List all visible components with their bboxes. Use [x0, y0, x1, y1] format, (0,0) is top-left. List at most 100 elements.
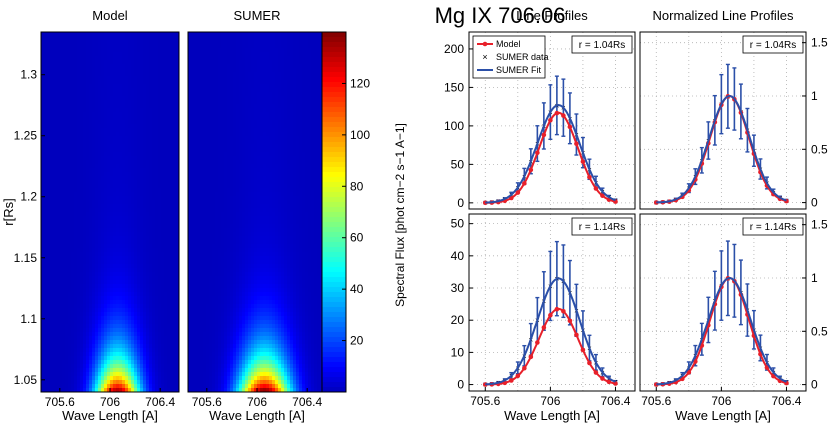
- heatmap-cell: [92, 140, 96, 145]
- heatmap-cell: [71, 48, 75, 53]
- heatmap-cell: [59, 216, 63, 221]
- heatmap-cell: [176, 264, 180, 269]
- heatmap-cell: [230, 96, 234, 101]
- heatmap-cell: [77, 44, 81, 49]
- heatmap-cell: [128, 292, 132, 297]
- heatmap-cell: [116, 208, 120, 213]
- heatmap-cell: [215, 64, 219, 69]
- heatmap-cell: [155, 64, 159, 69]
- heatmap-cell: [200, 88, 204, 93]
- heatmap-cell: [44, 216, 48, 221]
- heatmap-cell: [305, 52, 309, 57]
- heatmap-cell: [92, 76, 96, 81]
- heatmap-cell: [95, 180, 99, 185]
- heatmap-cell: [260, 56, 264, 61]
- heatmap-cell: [218, 44, 222, 49]
- heatmap-cell: [92, 64, 96, 69]
- heatmap-cell: [50, 112, 54, 117]
- heatmap-cell: [131, 156, 135, 161]
- heatmap-cell: [155, 372, 159, 377]
- heatmap-cell: [107, 60, 111, 65]
- heatmap-cell: [80, 200, 84, 205]
- heatmap-cell: [134, 324, 138, 329]
- heatmap-cell: [41, 228, 45, 233]
- heatmap-cell: [68, 132, 72, 137]
- heatmap-cell: [119, 112, 123, 117]
- heatmap-cell: [47, 288, 51, 293]
- heatmap-cell: [107, 32, 111, 37]
- heatmap-cell: [56, 336, 60, 341]
- heatmap-cell: [122, 56, 126, 61]
- heatmap-cell: [161, 336, 165, 341]
- heatmap-cell: [110, 308, 114, 313]
- heatmap-cell: [149, 244, 153, 249]
- heatmap-cell: [104, 92, 108, 97]
- heatmap-cell: [152, 264, 156, 269]
- heatmap-cell: [116, 260, 120, 265]
- heatmap-cell: [170, 160, 174, 165]
- heatmap-cell: [62, 232, 66, 237]
- heatmap-cell: [164, 140, 168, 145]
- heatmap-cell: [143, 108, 147, 113]
- heatmap-cell: [260, 76, 264, 81]
- heatmap-cell: [56, 188, 60, 193]
- heatmap-cell: [260, 48, 264, 53]
- heatmap-cell: [83, 100, 87, 105]
- heatmap-cell: [176, 208, 180, 213]
- heatmap-cell: [44, 204, 48, 209]
- heatmap-cell: [92, 324, 96, 329]
- heatmap-cell: [173, 356, 177, 361]
- heatmap-cell: [50, 220, 54, 225]
- heatmap-cell: [53, 312, 57, 317]
- heatmap-cell: [296, 40, 300, 45]
- heatmap-cell: [293, 88, 297, 93]
- heatmap-cell: [248, 88, 252, 93]
- heatmap-cell: [308, 32, 312, 37]
- heatmap-cell: [158, 132, 162, 137]
- heatmap-cell: [110, 224, 114, 229]
- heatmap-cell: [110, 232, 114, 237]
- heatmap-cell: [158, 48, 162, 53]
- heatmap-cell: [170, 92, 174, 97]
- heatmap-cell: [197, 80, 201, 85]
- heatmap-cell: [113, 200, 117, 205]
- heatmap-cell: [311, 44, 315, 49]
- heatmap-cell: [62, 304, 66, 309]
- heatmap-cell: [56, 360, 60, 365]
- heatmap-cell: [104, 340, 108, 345]
- heatmap-cell: [248, 72, 252, 77]
- heatmap-cell: [116, 244, 120, 249]
- heatmap-cell: [152, 268, 156, 273]
- heatmap-cell: [83, 68, 87, 73]
- heatmap-cell: [170, 168, 174, 173]
- heatmap-cell: [77, 224, 81, 229]
- heatmap-cell: [170, 336, 174, 341]
- heatmap-cell: [281, 32, 285, 37]
- heatmap-cell: [62, 376, 66, 381]
- heatmap-cell: [74, 136, 78, 141]
- heatmap-cell: [143, 244, 147, 249]
- heatmap-cell: [269, 92, 273, 97]
- heatmap-cell: [128, 40, 132, 45]
- heatmap-cell: [86, 88, 90, 93]
- heatmap-cell: [173, 300, 177, 305]
- heatmap-cell: [146, 148, 150, 153]
- heatmap-cell: [137, 200, 141, 205]
- heatmap-cell: [80, 212, 84, 217]
- heatmap-cell: [149, 52, 153, 57]
- heatmap-cell: [122, 368, 126, 373]
- heatmap-cell: [125, 244, 129, 249]
- heatmap-cell: [59, 256, 63, 261]
- heatmap-cell: [65, 316, 69, 321]
- heatmap-cell: [146, 128, 150, 133]
- heatmap-cell: [212, 72, 216, 77]
- heatmap-cell: [71, 280, 75, 285]
- heatmap-cell: [227, 40, 231, 45]
- heatmap-cell: [119, 104, 123, 109]
- heatmap-cell: [83, 224, 87, 229]
- heatmap-cell: [227, 52, 231, 57]
- heatmap-cell: [107, 236, 111, 241]
- heatmap-cell: [176, 176, 180, 181]
- heatmap-cell: [143, 312, 147, 317]
- heatmap-cell: [284, 56, 288, 61]
